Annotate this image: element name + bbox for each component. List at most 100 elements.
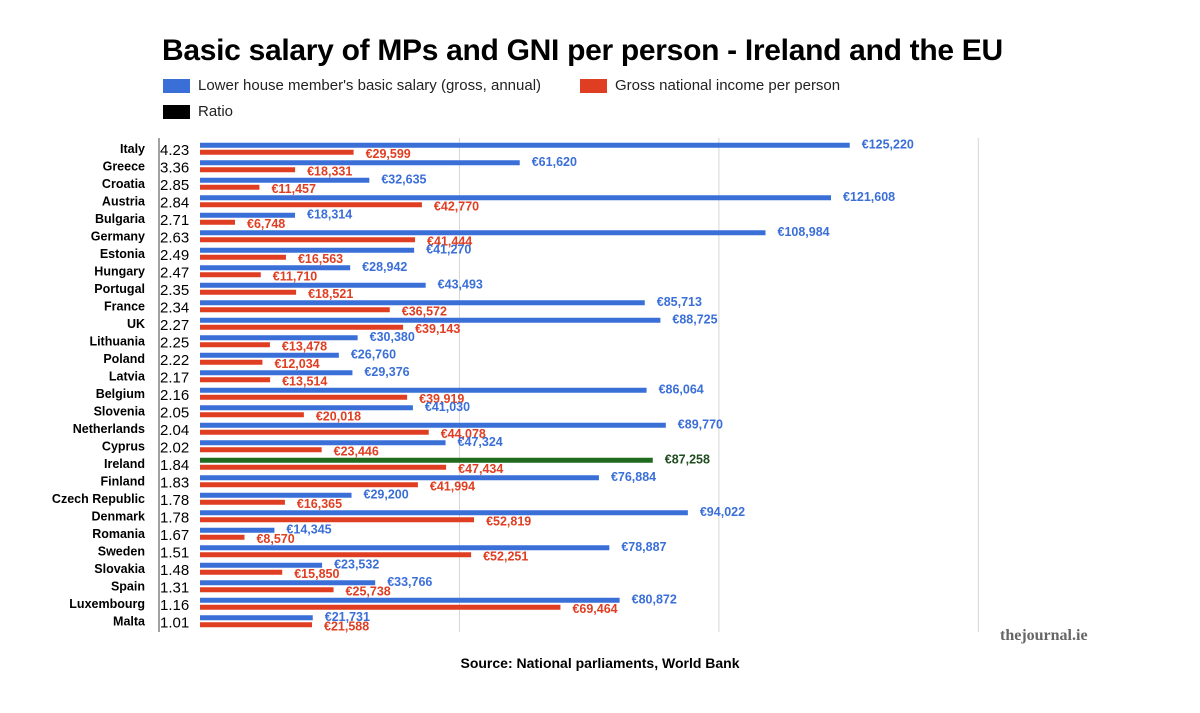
category-label-bulgaria: Bulgaria	[95, 212, 146, 226]
salary-value-finland: €76,884	[611, 470, 656, 484]
salary-bar-cyprus	[200, 440, 446, 446]
salary-bar-luxembourg	[200, 597, 620, 603]
ratio-label-lithuania: 2.25	[160, 334, 189, 351]
category-label-hungary: Hungary	[94, 264, 145, 278]
category-label-spain: Spain	[111, 579, 145, 593]
category-label-estonia: Estonia	[100, 247, 146, 261]
gni-value-uk: €39,143	[415, 322, 460, 336]
ratio-label-uk: 2.27	[160, 317, 189, 334]
gni-value-czech-republic: €16,365	[297, 497, 342, 511]
gni-bar-ireland	[200, 464, 447, 470]
salary-bar-romania	[200, 527, 275, 533]
salary-bar-finland	[200, 475, 599, 481]
gni-value-germany: €41,444	[427, 234, 472, 248]
gni-bar-finland	[200, 482, 418, 488]
ratio-label-romania: 1.67	[160, 527, 189, 544]
salary-bar-czech-republic	[200, 492, 352, 498]
gni-value-malta: €21,588	[324, 619, 369, 633]
ratio-label-germany: 2.63	[160, 229, 189, 246]
salary-bar-denmark	[200, 510, 688, 516]
category-label-germany: Germany	[91, 229, 145, 243]
gni-value-denmark: €52,819	[486, 514, 531, 528]
salary-value-poland: €26,760	[351, 347, 396, 361]
salary-value-bulgaria: €18,314	[307, 207, 352, 221]
gni-value-luxembourg: €69,464	[572, 602, 617, 616]
salary-bar-greece	[200, 160, 520, 166]
gni-bar-sweden	[200, 552, 472, 558]
legend-label-gni: Gross national income per person	[615, 77, 841, 94]
gni-bar-netherlands	[200, 429, 429, 435]
salary-value-estonia: €41,270	[426, 242, 471, 256]
salary-bar-italy	[200, 142, 850, 148]
category-label-slovakia: Slovakia	[94, 562, 146, 576]
ratio-label-luxembourg: 1.16	[160, 597, 189, 614]
ratio-label-croatia: 2.85	[160, 177, 189, 194]
category-label-luxembourg: Luxembourg	[69, 597, 145, 611]
category-label-latvia: Latvia	[109, 369, 146, 383]
category-label-cyprus: Cyprus	[102, 439, 145, 453]
salary-value-netherlands: €89,770	[678, 417, 723, 431]
gni-bar-romania	[200, 534, 245, 540]
salary-value-germany: €108,984	[778, 225, 830, 239]
gni-value-slovenia: €20,018	[316, 409, 361, 423]
legend-swatch-salary	[163, 78, 190, 93]
gni-bar-denmark	[200, 517, 475, 523]
gni-value-greece: €18,331	[307, 164, 352, 178]
chart-title: Basic salary of MPs and GNI per person -…	[162, 34, 1003, 67]
gni-bar-belgium	[200, 394, 408, 400]
ratio-label-malta: 1.01	[160, 614, 189, 631]
salary-value-slovakia: €23,532	[334, 557, 379, 571]
ratio-label-slovenia: 2.05	[160, 404, 189, 421]
salary-value-slovenia: €41,030	[425, 400, 470, 414]
legend-label-salary: Lower house member's basic salary (gross…	[198, 77, 542, 94]
category-label-finland: Finland	[101, 474, 145, 488]
ratio-label-portugal: 2.35	[160, 282, 189, 299]
gni-bar-slovenia	[200, 412, 304, 418]
salary-value-austria: €121,608	[843, 190, 895, 204]
category-label-netherlands: Netherlands	[73, 422, 145, 436]
ratio-label-latvia: 2.17	[160, 369, 189, 386]
ratio-label-hungary: 2.47	[160, 264, 189, 281]
gni-value-sweden: €52,251	[483, 549, 528, 563]
gni-bar-uk	[200, 324, 404, 330]
watermark-logo: thejournal.ie	[1000, 627, 1088, 644]
salary-bar-sweden	[200, 545, 610, 551]
legend-item-salary: Lower house member's basic salary (gross…	[163, 77, 541, 94]
ratio-label-netherlands: 2.04	[160, 422, 189, 439]
salary-value-luxembourg: €80,872	[632, 592, 677, 606]
gni-value-poland: €12,034	[274, 357, 319, 371]
gni-bar-hungary	[200, 272, 261, 278]
gni-bar-poland	[200, 359, 263, 365]
salary-value-portugal: €43,493	[438, 277, 483, 291]
gni-bar-portugal	[200, 289, 297, 295]
salary-bar-latvia	[200, 370, 353, 376]
gni-bar-austria	[200, 202, 422, 208]
category-label-denmark: Denmark	[92, 509, 146, 523]
category-label-greece: Greece	[103, 159, 145, 173]
category-label-sweden: Sweden	[98, 544, 145, 558]
gni-bar-estonia	[200, 254, 286, 260]
gni-bar-malta	[200, 622, 313, 628]
salary-bar-croatia	[200, 177, 370, 183]
category-label-slovenia: Slovenia	[94, 404, 146, 418]
salary-bar-uk	[200, 317, 661, 323]
gni-bar-italy	[200, 149, 354, 155]
gni-bar-lithuania	[200, 342, 270, 348]
salary-value-croatia: €32,635	[381, 172, 426, 186]
ratio-label-spain: 1.31	[160, 579, 189, 596]
gni-bar-czech-republic	[200, 499, 285, 505]
ratio-label-italy: 4.23	[160, 142, 189, 159]
salary-value-hungary: €28,942	[362, 260, 407, 274]
gni-value-spain: €25,738	[346, 584, 391, 598]
ratio-label-denmark: 1.78	[160, 509, 189, 526]
gni-bar-greece	[200, 167, 296, 173]
gni-value-lithuania: €13,478	[282, 339, 327, 353]
salary-bar-germany	[200, 230, 766, 236]
category-label-malta: Malta	[113, 614, 146, 628]
salary-bar-france	[200, 300, 645, 306]
gni-value-hungary: €11,710	[273, 269, 318, 283]
salary-bar-slovenia	[200, 405, 413, 411]
gni-value-estonia: €16,563	[298, 252, 343, 266]
gni-bar-latvia	[200, 377, 271, 383]
category-label-romania: Romania	[92, 527, 146, 541]
